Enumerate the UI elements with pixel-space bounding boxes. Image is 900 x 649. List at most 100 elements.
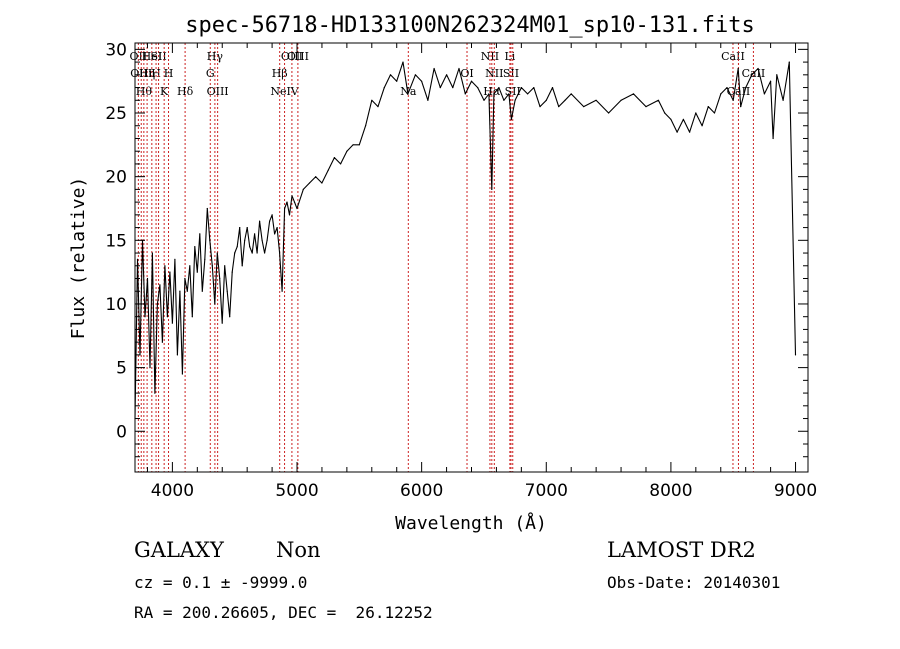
spectrum-point bbox=[209, 239, 211, 241]
spectrum-point bbox=[144, 316, 146, 318]
y-tick-label: 25 bbox=[105, 104, 127, 124]
spectrum-point bbox=[498, 87, 500, 89]
spectrum-point bbox=[377, 106, 379, 108]
spectrum-point bbox=[452, 87, 454, 89]
spectrum-point bbox=[470, 80, 473, 82]
spectrum-point bbox=[156, 303, 158, 305]
spectrum-point bbox=[583, 106, 585, 108]
spectrum-point bbox=[407, 93, 409, 95]
series-layer bbox=[134, 61, 797, 420]
spectrum-point bbox=[276, 227, 278, 229]
spectrum-point bbox=[491, 188, 493, 190]
spectrum-point bbox=[488, 93, 490, 95]
spectrum-point bbox=[772, 137, 774, 140]
spectrum-point bbox=[396, 80, 398, 82]
spectrum-point bbox=[776, 74, 778, 76]
spectrum-point bbox=[241, 265, 243, 267]
spectrum-point bbox=[211, 265, 213, 267]
spectrum-point bbox=[551, 87, 554, 89]
line-label: H bbox=[164, 67, 174, 80]
spectrum-point bbox=[545, 99, 547, 101]
spectrum-point bbox=[279, 252, 281, 254]
spectrum-point bbox=[632, 93, 635, 95]
spectrum-point bbox=[701, 125, 703, 127]
spectrum-point bbox=[340, 163, 342, 165]
spectrum-point bbox=[161, 341, 163, 343]
spectrum-point bbox=[533, 87, 535, 89]
spectrum-point bbox=[206, 207, 208, 210]
spectrum-point bbox=[620, 99, 622, 101]
y-axis-label: Flux (relative) bbox=[68, 177, 89, 340]
obs-date: Obs-Date: 20140301 bbox=[607, 573, 781, 592]
spectrum-point bbox=[271, 214, 273, 216]
spectrum-point bbox=[226, 290, 228, 292]
spectrum-point bbox=[164, 265, 166, 267]
spectrum-point bbox=[371, 99, 373, 101]
spectrum-point bbox=[308, 182, 311, 184]
spectrum-point bbox=[229, 316, 231, 318]
spectrum-point bbox=[221, 322, 223, 324]
coordinates: RA = 200.26605, DEC = 26.12252 bbox=[134, 603, 433, 622]
spectrum-point bbox=[421, 80, 423, 82]
spectrum-point bbox=[527, 93, 529, 95]
plot-frame bbox=[134, 42, 809, 473]
spectrum-point bbox=[782, 99, 784, 101]
line-label: NeIV bbox=[270, 85, 299, 98]
line-label: NII bbox=[485, 67, 503, 80]
line-label: Hθ bbox=[136, 85, 153, 98]
spectrum-point bbox=[194, 246, 196, 248]
spectrum-point bbox=[751, 74, 753, 76]
spectrum-point bbox=[239, 227, 241, 229]
spectrum-point bbox=[682, 118, 685, 120]
spectrum-point bbox=[664, 112, 666, 114]
spectrum-point bbox=[136, 258, 139, 260]
spectrum-point bbox=[464, 93, 466, 95]
axis-ticks: 4000 5000 6000 7000 8000 9000 0 5 10 15 20 25 30 bbox=[105, 40, 817, 501]
y-tick-label: 0 bbox=[116, 422, 127, 442]
y-tick-label: 10 bbox=[105, 295, 127, 315]
spectrum-point bbox=[788, 61, 790, 63]
spectrum-point bbox=[740, 106, 742, 108]
spectrum-point bbox=[264, 252, 266, 254]
spectrum-point bbox=[608, 112, 610, 114]
spectrum-point bbox=[274, 233, 276, 235]
spectrum-point bbox=[514, 99, 516, 101]
spectrum-point bbox=[427, 99, 429, 101]
spectrum-point bbox=[214, 303, 216, 305]
spectrum-point bbox=[246, 227, 248, 229]
spectrum-point bbox=[284, 207, 286, 210]
spectrum-point bbox=[383, 87, 385, 89]
spectrum-point bbox=[196, 271, 198, 273]
spectrum-point bbox=[296, 207, 298, 210]
spectrum-point bbox=[224, 265, 226, 267]
x-axis-label: Wavelength (Å) bbox=[395, 512, 547, 534]
spectrum-point bbox=[244, 239, 246, 241]
spectrum-point bbox=[564, 99, 566, 101]
spectrum-point bbox=[358, 144, 360, 146]
object-class: GALAXY bbox=[134, 538, 224, 562]
x-tick-label: 6000 bbox=[400, 481, 443, 501]
spectrum-point bbox=[720, 93, 722, 95]
spectrum-point bbox=[737, 67, 739, 70]
line-label: OIII bbox=[207, 85, 229, 98]
spectrum-point bbox=[176, 354, 178, 356]
spectrum-point bbox=[707, 106, 709, 108]
line-label: OI bbox=[460, 67, 473, 80]
x-tick-label: 8000 bbox=[649, 481, 692, 501]
spectrum-point bbox=[794, 354, 797, 356]
line-label: NII bbox=[481, 50, 499, 63]
x-tick-label: 9000 bbox=[774, 481, 817, 501]
spectrum-point bbox=[261, 239, 263, 241]
spectrum-point bbox=[169, 271, 171, 273]
spectrum-point bbox=[657, 99, 660, 101]
spectrum-point bbox=[184, 277, 186, 280]
spectrum-point bbox=[269, 220, 271, 222]
spectrum-point bbox=[327, 169, 329, 171]
spectrum-point bbox=[757, 67, 759, 70]
spectrum-point bbox=[745, 87, 747, 89]
spectrum-point bbox=[539, 106, 541, 108]
spectrum-point bbox=[689, 131, 691, 133]
spectrum-point bbox=[191, 316, 193, 318]
spectrum-point bbox=[483, 99, 485, 101]
